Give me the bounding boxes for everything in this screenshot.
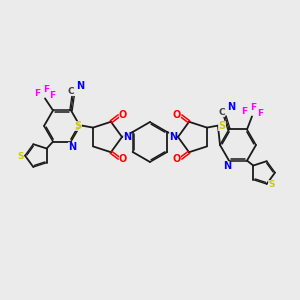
Text: S: S — [268, 179, 275, 188]
Text: F: F — [241, 107, 247, 116]
Text: N: N — [169, 132, 177, 142]
Text: S: S — [74, 121, 82, 130]
Text: C: C — [68, 87, 74, 96]
Text: S: S — [218, 121, 226, 130]
Text: O: O — [173, 154, 181, 164]
Text: O: O — [119, 154, 127, 164]
Text: N: N — [68, 142, 76, 152]
Text: F: F — [250, 103, 256, 112]
Text: F: F — [43, 85, 49, 94]
Text: F: F — [257, 109, 263, 118]
Text: O: O — [119, 110, 127, 120]
Text: N: N — [123, 132, 131, 142]
Text: N: N — [223, 160, 231, 171]
Text: N: N — [227, 102, 235, 112]
Text: C: C — [219, 108, 225, 117]
Text: N: N — [76, 81, 84, 92]
Text: O: O — [173, 110, 181, 120]
Text: F: F — [34, 89, 40, 98]
Text: F: F — [49, 91, 55, 100]
Text: S: S — [18, 152, 24, 161]
